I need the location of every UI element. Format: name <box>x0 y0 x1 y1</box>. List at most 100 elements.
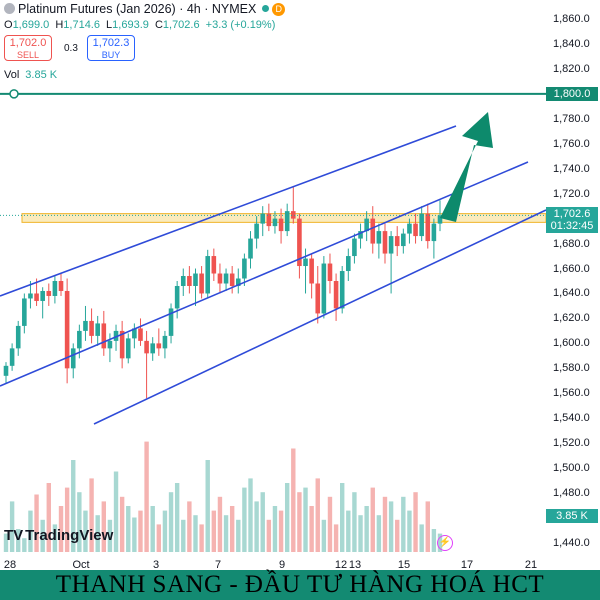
volume-bar <box>425 501 430 552</box>
volume-bar <box>358 515 363 552</box>
volume-bar <box>376 515 382 552</box>
candle-body <box>22 298 27 326</box>
volume-legend: Vol 3.85 K <box>4 69 58 81</box>
volume-bar <box>352 492 357 552</box>
volume-bar <box>156 524 162 552</box>
volume-bar <box>34 494 39 552</box>
volume-bar <box>395 519 400 552</box>
volume-bar <box>181 519 186 552</box>
candle-body <box>77 330 82 349</box>
y-tick-label: 1,740.0 <box>553 162 590 175</box>
volume-bar <box>419 524 424 552</box>
candle-body <box>3 365 9 376</box>
volume-bar <box>272 506 278 552</box>
volume-bar <box>211 510 217 552</box>
volume-bar <box>266 519 272 552</box>
volume-bar <box>217 496 223 552</box>
x-tick-label: 12 <box>334 559 348 571</box>
y-tick-label: 1,760.0 <box>553 137 590 150</box>
candle-body <box>370 218 376 244</box>
candle-body <box>125 338 131 359</box>
candle-body <box>419 213 424 237</box>
chart-title: Platinum Futures (Jan 2026) · 4h · NYMEX <box>18 2 257 16</box>
y-tick-label: 1,560.0 <box>553 387 590 400</box>
resistance-zone <box>21 213 547 223</box>
buy-button[interactable]: 1,702.3 BUY <box>87 35 135 61</box>
volume-bar <box>107 519 113 552</box>
volume-bar <box>278 510 284 552</box>
candle-body <box>242 258 247 279</box>
volume-bar <box>309 506 314 552</box>
candle-body <box>284 211 290 232</box>
volume-bar <box>77 492 82 552</box>
candle-body <box>40 290 45 301</box>
y-tick-label: 1,620.0 <box>553 312 590 325</box>
candle-body <box>205 256 211 294</box>
y-tick-label: 1,840.0 <box>553 37 590 50</box>
candle-body <box>138 328 143 341</box>
volume-bar <box>113 471 119 552</box>
candle-body <box>303 258 308 267</box>
projection-arrow <box>440 112 493 222</box>
y-tick-label: 1,480.0 <box>553 487 590 500</box>
volume-bar <box>46 483 51 552</box>
sell-button[interactable]: 1,702.0 SELL <box>4 35 52 61</box>
candle-body <box>260 213 266 224</box>
volume-bar <box>83 510 88 552</box>
volume-bar <box>187 501 192 552</box>
ohlc-readout: O1,699.0 H1,714.6 L1,693.9 C1,702.6 +3.3… <box>4 19 276 31</box>
candle-body <box>376 231 382 244</box>
volume-bar <box>242 487 247 552</box>
volume-bar <box>58 506 64 552</box>
lightning-icon[interactable]: ⚡ <box>437 535 453 551</box>
volume-bar <box>22 538 27 552</box>
delayed-badge: D <box>272 3 286 16</box>
candle-body <box>83 320 88 331</box>
y-tick-label: 1,540.0 <box>553 412 590 425</box>
volume-bar <box>254 501 259 552</box>
candle-body <box>89 320 94 336</box>
channel-line <box>0 125 457 297</box>
volume-bar <box>431 529 437 552</box>
channel-line <box>0 161 529 387</box>
volume-bar <box>64 487 70 552</box>
x-tick-label: 21 <box>524 559 538 571</box>
y-tick-label: 1,780.0 <box>553 112 590 125</box>
volume-bar <box>339 483 345 552</box>
volume-bar <box>327 496 333 552</box>
candle-body <box>174 285 180 309</box>
candle-body <box>132 328 137 339</box>
candle-body <box>413 223 418 237</box>
volume-bar <box>144 441 149 552</box>
candle-body <box>156 343 162 349</box>
candle-body <box>401 233 406 247</box>
y-tick-label: 1,640.0 <box>553 287 590 300</box>
volume-bar <box>126 506 131 552</box>
channel-line <box>93 209 547 425</box>
volume-bar <box>260 492 265 552</box>
volume-bar <box>40 519 45 552</box>
x-tick-label: 7 <box>214 559 222 571</box>
spread-value: 0.3 <box>64 43 78 54</box>
footer-banner: THANH SANG - ĐẦU TƯ HÀNG HOÁ HCT <box>0 570 600 600</box>
candle-body <box>64 290 70 369</box>
volume-bar <box>321 519 327 552</box>
candle-body <box>431 223 437 242</box>
candle-body <box>70 348 76 369</box>
volume-tag: 3.85 K <box>546 509 598 523</box>
volume-bar <box>236 519 241 552</box>
candle-body <box>107 340 113 349</box>
volume-bar <box>223 515 229 552</box>
candle-body <box>339 271 345 309</box>
volume-bar <box>407 510 412 552</box>
y-tick-label: 1,680.0 <box>553 237 590 250</box>
volume-bar <box>370 487 375 552</box>
volume-bar <box>9 501 15 552</box>
candle-body <box>34 293 39 301</box>
chart-header: Platinum Futures (Jan 2026) · 4h · NYMEX… <box>4 2 286 16</box>
y-tick-label: 1,600.0 <box>553 337 590 350</box>
candle-body <box>425 213 431 242</box>
volume-bar <box>174 483 180 552</box>
x-tick-label: 28 <box>3 559 17 571</box>
